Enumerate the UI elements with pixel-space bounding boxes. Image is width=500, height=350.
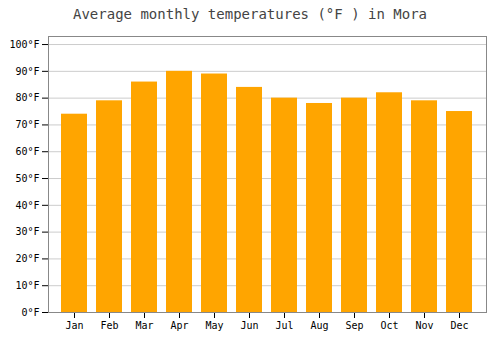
svg-text:Jul: Jul: [275, 320, 293, 331]
html-text:Average monthly temperatures (: Average monthly temperatures (°F ) in Mo…: [73, 6, 427, 22]
svg-text:Sep: Sep: [345, 320, 363, 331]
svg-text:80°F: 80°F: [15, 92, 39, 103]
svg-text:Nov: Nov: [415, 320, 433, 331]
svg-text:40°F: 40°F: [15, 200, 39, 211]
svg-text:10°F: 10°F: [15, 280, 39, 291]
svg-text:May: May: [205, 320, 223, 331]
svg-text:60°F: 60°F: [15, 146, 39, 157]
svg-text:90°F: 90°F: [15, 66, 39, 77]
svg-text:Dec: Dec: [450, 320, 468, 331]
svg-text:Jun: Jun: [240, 320, 258, 331]
svg-text:30°F: 30°F: [15, 226, 39, 237]
svg-text:Mar: Mar: [135, 320, 153, 331]
svg-text:20°F: 20°F: [15, 253, 39, 264]
svg-text:Oct: Oct: [380, 320, 398, 331]
svg-text:Jan: Jan: [65, 320, 83, 331]
svg-text:70°F: 70°F: [15, 119, 39, 130]
svg-text:50°F: 50°F: [15, 173, 39, 184]
svg-text:0°F: 0°F: [21, 307, 39, 318]
svg-text:100°F: 100°F: [9, 39, 39, 50]
svg-text:Aug: Aug: [310, 320, 328, 331]
svg-text:Feb: Feb: [100, 320, 118, 331]
svg-text:Apr: Apr: [170, 320, 188, 331]
